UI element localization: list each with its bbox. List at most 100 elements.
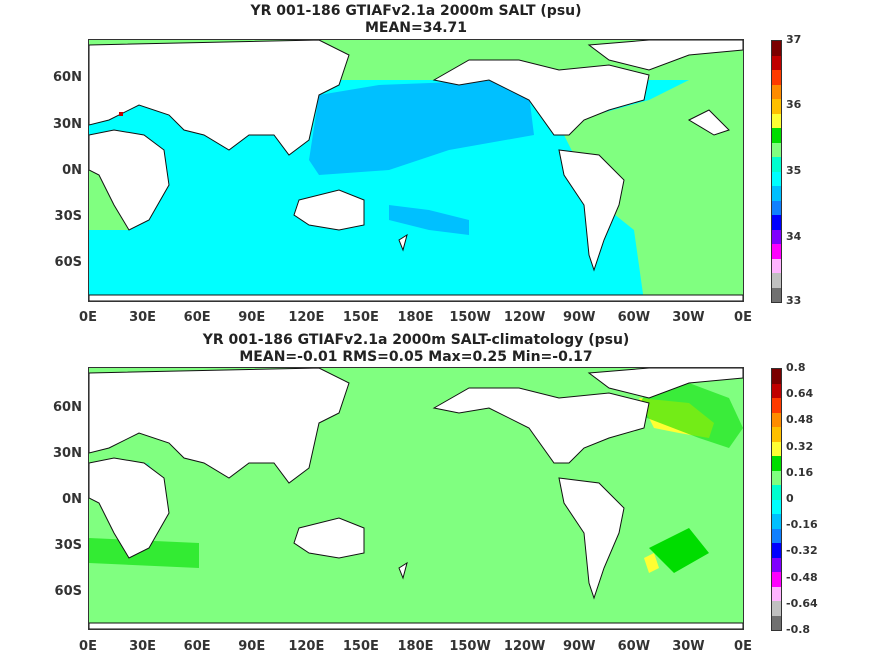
north-pacific-region <box>309 80 534 175</box>
bottom-colorbar-segment <box>772 557 781 572</box>
top-mean: MEAN=34.71 <box>364 20 468 36</box>
bottom-ylabel-30n: 30N <box>53 446 82 461</box>
top-colorbar-segment <box>772 258 781 273</box>
top-xlabel-0: 0E <box>79 310 97 325</box>
bottom-cbar-label-0.64: 0.64 <box>786 387 814 400</box>
top-colorbar-segment <box>772 157 781 172</box>
bottom-colorbar-segment <box>772 398 781 413</box>
top-colorbar-segment <box>772 142 781 157</box>
top-xlabel-9: 90W <box>563 310 596 325</box>
top-colorbar-segment <box>772 70 781 85</box>
bottom-xlabel-4: 120E <box>288 639 325 654</box>
bottom-xlabel-7: 150W <box>449 639 491 654</box>
bottom-xlabel-10: 60W <box>617 639 651 654</box>
south-pacific-tongue <box>389 205 469 235</box>
top-colorbar-segment <box>772 186 781 201</box>
bottom-xlabel-5: 150E <box>342 639 379 654</box>
med-high-salinity-spot <box>119 112 123 116</box>
top-xlabel-7: 150W <box>449 310 491 325</box>
bottom-cbar-label-neg0.48: -0.48 <box>786 571 818 584</box>
bottom-ylabel-60n: 60N <box>53 400 82 415</box>
top-colorbar <box>771 40 782 303</box>
bottom-cbar-label-neg0.32: -0.32 <box>786 544 818 557</box>
top-xlabel-6: 180E <box>397 310 434 325</box>
bottom-colorbar-segment <box>772 441 781 456</box>
bottom-cbar-label-0: 0 <box>786 492 794 505</box>
bottom-colorbar-segment <box>772 514 781 529</box>
bottom-colorbar-segment <box>772 572 781 587</box>
top-cbar-label-36: 36 <box>786 98 802 111</box>
top-xlabel-12: 0E <box>734 310 752 325</box>
top-colorbar-segment <box>772 128 781 143</box>
bottom-colorbar <box>771 368 782 631</box>
bottom-cbar-label-0.8: 0.8 <box>786 361 806 374</box>
bottom-colorbar-segment <box>772 369 781 384</box>
atlantic-region <box>559 80 743 301</box>
top-cbar-label-34: 34 <box>786 230 802 243</box>
top-ylabel-30s: 30S <box>54 209 82 224</box>
bottom-colorbar-segment <box>772 412 781 427</box>
bottom-colorbar-segment <box>772 543 781 558</box>
top-cbar-label-35: 35 <box>786 164 802 177</box>
bottom-colorbar-segment <box>772 456 781 471</box>
bottom-cbar-label-neg0.8: -0.8 <box>786 623 811 636</box>
bottom-xlabel-0: 0E <box>79 639 97 654</box>
bottom-ylabel-0n: 0N <box>62 492 82 507</box>
bottom-xlabel-11: 30W <box>672 639 705 654</box>
top-xlabel-1: 30E <box>129 310 157 325</box>
top-colorbar-segment <box>772 41 781 56</box>
top-cbar-label-37: 37 <box>786 33 802 46</box>
bottom-colorbar-segment <box>772 427 781 442</box>
bottom-colorbar-segment <box>772 528 781 543</box>
top-colorbar-segment <box>772 171 781 186</box>
top-cbar-label-33: 33 <box>786 294 802 307</box>
top-colorbar-segment <box>772 215 781 230</box>
bottom-colorbar-segment <box>772 485 781 500</box>
top-colorbar-segment <box>772 200 781 215</box>
bottom-anomaly-map <box>88 367 744 630</box>
bottom-xlabel-12: 0E <box>734 639 752 654</box>
bottom-ylabel-30s: 30S <box>54 538 82 553</box>
bottom-cbar-label-0.32: 0.32 <box>786 440 814 453</box>
top-xlabel-3: 90E <box>238 310 266 325</box>
bottom-xlabel-9: 90W <box>563 639 596 654</box>
top-xlabel-4: 120E <box>288 310 325 325</box>
top-colorbar-segment <box>772 113 781 128</box>
bottom-colorbar-segment <box>772 586 781 601</box>
bottom-colorbar-segment <box>772 383 781 398</box>
top-colorbar-segment <box>772 99 781 114</box>
top-colorbar-segment <box>772 287 781 302</box>
land-masses <box>89 40 743 301</box>
bottom-cbar-label-0.16: 0.16 <box>786 466 814 479</box>
bottom-colorbar-segment <box>772 499 781 514</box>
bottom-stats: MEAN=-0.01 RMS=0.05 Max=0.25 Min=-0.17 <box>239 349 593 365</box>
top-xlabel-2: 60E <box>183 310 211 325</box>
southern-ocean-green-band <box>89 538 199 568</box>
top-title: YR 001-186 GTIAFv2.1a 2000m SALT (psu) <box>250 3 582 19</box>
top-xlabel-10: 60W <box>617 310 651 325</box>
north-atlantic-green-band <box>634 383 743 448</box>
top-colorbar-segment <box>772 84 781 99</box>
bottom-cbar-label-neg0.64: -0.64 <box>786 597 818 610</box>
bottom-xlabel-2: 60E <box>183 639 211 654</box>
bottom-colorbar-segment <box>772 601 781 616</box>
top-ylabel-60s: 60S <box>54 255 82 270</box>
top-colorbar-segment <box>772 55 781 70</box>
top-salinity-map <box>88 39 744 302</box>
top-ylabel-30n: 30N <box>53 117 82 132</box>
bottom-xlabel-8: 120W <box>503 639 546 654</box>
bottom-colorbar-segment <box>772 615 781 630</box>
land-masses-bottom <box>89 368 743 629</box>
bottom-xlabel-6: 180E <box>397 639 434 654</box>
bottom-xlabel-1: 30E <box>129 639 157 654</box>
bottom-xlabel-3: 90E <box>238 639 266 654</box>
top-colorbar-segment <box>772 229 781 244</box>
top-ylabel-60n: 60N <box>53 70 82 85</box>
top-xlabel-8: 120W <box>503 310 546 325</box>
top-ylabel-0n: 0N <box>62 163 82 178</box>
top-xlabel-11: 30W <box>672 310 705 325</box>
top-colorbar-segment <box>772 273 781 288</box>
south-atlantic-green-anomaly <box>649 528 709 573</box>
south-atlantic-positive-anomaly <box>644 553 659 573</box>
top-xlabel-5: 150E <box>342 310 379 325</box>
